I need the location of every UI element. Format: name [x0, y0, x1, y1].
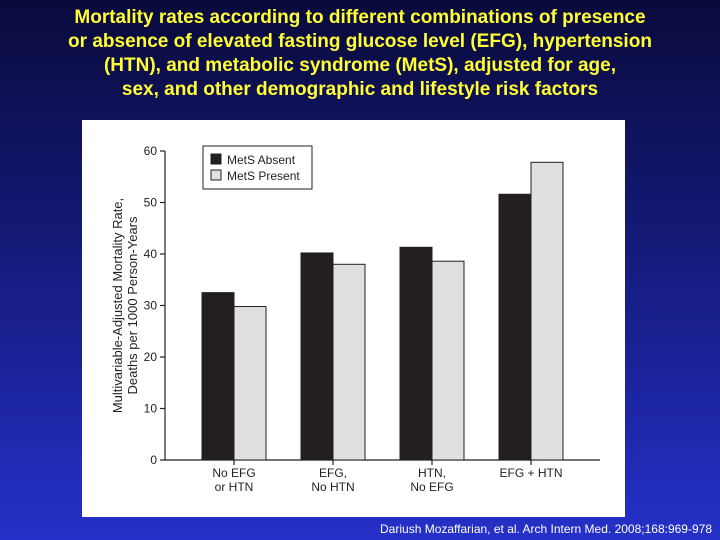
bar-mets-absent-4: [498, 193, 532, 461]
citation: Dariush Mozaffarian, et al. Arch Intern …: [380, 522, 712, 536]
slide-title: Mortality rates according to different c…: [0, 6, 720, 102]
bar-mets-absent-2: [300, 252, 334, 461]
x-tick-label-3-line-2: No EFG: [410, 480, 453, 494]
title-line-4: sex, and other demographic and lifestyle…: [121, 79, 599, 100]
legend-box: [202, 145, 313, 190]
y-tick-label-60: 60: [144, 144, 158, 158]
x-tick-label-2-line-1: EFG,: [319, 466, 347, 480]
x-tick-label-3: HTN, No EFG: [410, 466, 453, 494]
y-axis-label-line-2: Deaths per 1000 Person-Years: [125, 216, 140, 395]
bar-mets-absent-3: [399, 246, 433, 461]
y-tick-label-0: 0: [150, 453, 157, 467]
x-tick-label-1-line-1: No EFG: [212, 466, 255, 480]
chart-panel: 0 10 20 30 40 50 60 Multivariable-Adjusted Mort…: [82, 120, 625, 517]
bar-mets-present-1: [233, 306, 267, 461]
x-tick-label-2-line-2: No HTN: [311, 480, 354, 494]
y-tick-label-40: 40: [144, 247, 158, 261]
title-line-2: or absence of elevated fasting glucose l…: [68, 31, 652, 52]
y-tick-label-30: 30: [144, 299, 158, 313]
y-tick-label-50: 50: [144, 196, 158, 210]
x-tick-label-4: EFG + HTN: [499, 466, 562, 480]
bar-mets-present-2: [332, 263, 366, 461]
legend-label-mets-absent: MetS Absent: [227, 153, 296, 167]
y-axis-label: Multivariable-Adjusted Mortality Rate,De…: [110, 198, 140, 413]
title-line-1: Mortality rates according to different c…: [74, 7, 646, 28]
bar-chart: 0 10 20 30 40 50 60 Multivariable-Adjusted Mort…: [110, 144, 600, 494]
x-tick-label-3-line-1: HTN,: [418, 466, 446, 480]
title-line-3: (HTN), and metabolic syndrome (MetS), ad…: [103, 55, 616, 76]
legend-swatch-mets-absent: [210, 153, 222, 165]
x-tick-label-1: No EFG or HTN: [212, 466, 255, 494]
y-tick-label-10: 10: [144, 402, 158, 416]
bar-mets-present-3: [431, 260, 465, 461]
bar-mets-present-4: [530, 161, 564, 461]
legend-swatch-mets-present: [210, 169, 222, 181]
bar-mets-absent-1: [201, 292, 235, 461]
legend-label-mets-present: MetS Present: [227, 169, 300, 183]
x-tick-label-1-line-2: or HTN: [215, 480, 254, 494]
y-axis-label-line-1: Multivariable-Adjusted Mortality Rate,: [110, 198, 125, 413]
x-tick-label-4-line-1: EFG + HTN: [499, 466, 562, 480]
y-tick-label-20: 20: [144, 350, 158, 364]
x-tick-label-2: EFG, No HTN: [311, 466, 354, 494]
